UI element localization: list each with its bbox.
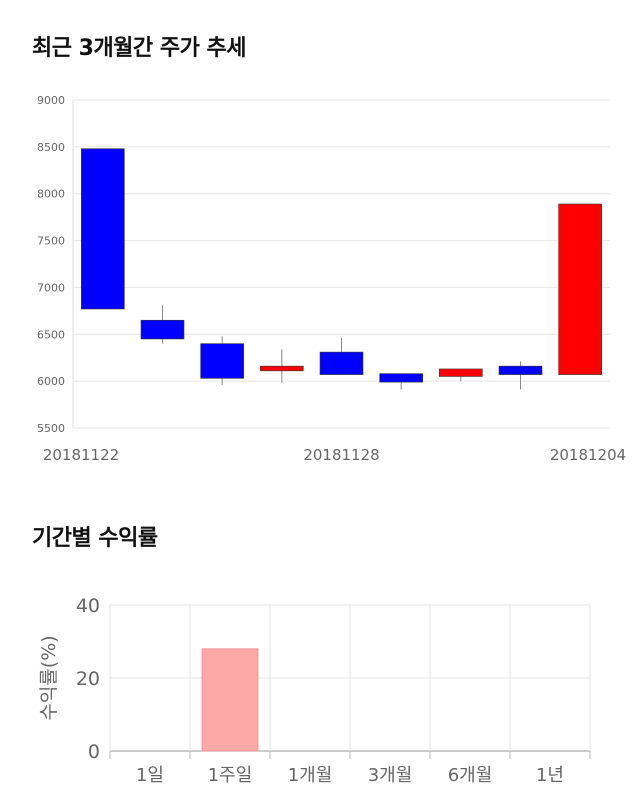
- y-tick-label: 8500: [37, 141, 65, 154]
- return-chart-grid: [109, 604, 591, 759]
- return-by-period-title: 기간별 수익률: [32, 526, 158, 551]
- candle-down: [200, 343, 244, 379]
- y-tick-label: 5500: [37, 422, 65, 435]
- y-tick-label: 8000: [37, 188, 65, 201]
- return-chart-y-ticks: 0 20 40: [76, 595, 100, 763]
- x-tick-label: 1년: [536, 765, 564, 786]
- candle-down: [379, 373, 423, 383]
- y-tick-label: 6500: [37, 328, 65, 341]
- x-tick-label: 20181204: [550, 446, 626, 464]
- candle-up: [558, 203, 602, 375]
- y-tick-label: 7000: [37, 281, 65, 294]
- x-tick-label: 1일: [136, 765, 164, 786]
- price-chart-x-ticks: 20181122 20181128 20181204: [43, 446, 626, 464]
- return-chart-x-ticks: 1일 1주일 1개월 3개월 6개월 1년: [136, 765, 564, 786]
- y-tick-label: 40: [76, 595, 100, 617]
- y-tick-label: 0: [88, 741, 100, 763]
- candle-down: [319, 351, 364, 375]
- candle-down: [81, 148, 125, 310]
- y-tick-label: 9000: [37, 94, 65, 107]
- price-candlestick-chart: 5500 6000 6500 7000 7500 8000 8500 9000 2018112…: [37, 94, 626, 464]
- price-trend-title: 최근 3개월간 주가 추세: [32, 36, 246, 61]
- return-chart-y-axis-label: 수익률(%): [38, 635, 60, 720]
- x-tick-label: 20181122: [43, 446, 119, 464]
- y-tick-label: 7500: [37, 235, 65, 248]
- y-tick-label: 20: [76, 668, 100, 690]
- x-tick-label: 1주일: [208, 765, 253, 786]
- candle-down: [498, 365, 543, 375]
- candle-up: [439, 368, 483, 377]
- return-bar-chart: 0 20 40 1일 1주일 1개월 3개월 6개월 1년 수익률(%): [38, 595, 591, 786]
- return-chart-bars: [201, 648, 259, 752]
- return-bar: [201, 648, 259, 752]
- price-chart-y-ticks: 5500 6000 6500 7000 7500 8000 8500 9000: [37, 94, 65, 435]
- candle-down: [140, 319, 185, 340]
- y-tick-label: 6000: [37, 375, 65, 388]
- x-tick-label: 1개월: [288, 765, 333, 786]
- candle-up: [260, 365, 304, 372]
- price-chart-grid: [72, 99, 610, 429]
- x-tick-label: 3개월: [368, 765, 413, 786]
- x-tick-label: 6개월: [448, 765, 493, 786]
- x-tick-label: 20181128: [303, 446, 379, 464]
- y-axis-label: 수익률(%): [38, 635, 60, 720]
- price-chart-candles: [81, 148, 602, 390]
